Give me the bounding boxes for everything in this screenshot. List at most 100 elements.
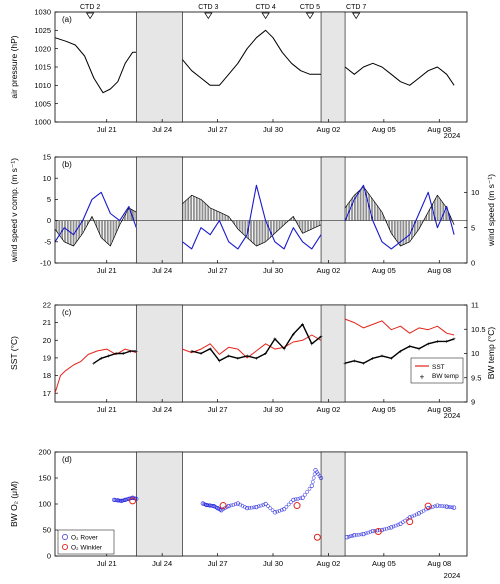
x-tick-label: Aug 05 (372, 559, 396, 568)
o2-rover-point (277, 508, 282, 513)
o2-rover-point (354, 533, 359, 537)
bw-temp-marker: + (129, 349, 133, 355)
y-tick-label: 100 (38, 500, 51, 509)
x-tick-label: Aug 08 (427, 266, 451, 275)
panel-air-pressure: CTD 2 CTD 3 CTD 4 CTD 5 CTD 7 10001005101010… (9, 4, 468, 140)
x-tick-label: Jul 30 (263, 405, 283, 414)
bw-temp-marker: + (399, 349, 403, 355)
bw-temp-marker: + (264, 352, 268, 358)
temperature-series: ++ + + + + + + ++++ + + +++++++++ + ++ + +++ ++ + + + (54, 318, 456, 394)
panel-label: (b) (62, 160, 72, 169)
ctd-marker-triangle (352, 12, 361, 20)
ctd-label: CTD 7 (346, 4, 366, 11)
o2-rover-point (268, 506, 273, 511)
o2-rover-point (216, 506, 221, 511)
o2-rover-point (275, 509, 280, 514)
o2-rover-point (266, 504, 270, 508)
o2-rover-point (437, 503, 442, 508)
o2-rover-point (446, 505, 451, 509)
bw-temp-marker: + (92, 361, 96, 367)
bw-temp-marker: + (417, 347, 421, 353)
x-tick-label: Aug 05 (372, 405, 396, 414)
gap-box (135, 451, 183, 557)
y-tick-label: 1000 (34, 118, 51, 127)
right-y-axis-label: wind speed (m s⁻¹) (486, 174, 496, 247)
wind-speed-line (182, 184, 322, 250)
x-tick-label: Jul 24 (152, 125, 172, 134)
o2-rover-point (261, 502, 266, 507)
x-ticks: Jul 21 Jul 24 Jul 27 Jul 30 Aug 02 Aug 05 Aug … (97, 553, 451, 568)
o2-rover-point (118, 498, 123, 503)
bw-temp-marker: + (107, 354, 111, 360)
x-tick-label: Aug 05 (372, 125, 396, 134)
x-tick-label: Jul 30 (263, 559, 283, 568)
o2-rover-point (357, 532, 361, 537)
o2-rover-point (281, 507, 287, 512)
o2-rover-point (310, 480, 315, 484)
x-tick-label: Jul 21 (97, 405, 117, 414)
o2-winkler-point (406, 518, 414, 526)
x-tick-label: Aug 02 (317, 125, 341, 134)
x-tick-label: Jul 27 (208, 405, 228, 414)
bw-temp-marker: + (190, 349, 194, 355)
o2-rover-point (286, 502, 291, 507)
o2-rover-point (247, 506, 252, 510)
o2-winkler-point (219, 502, 227, 510)
o2-rover-point (410, 514, 414, 519)
data-gaps (135, 11, 346, 123)
o2-rover-point (391, 524, 396, 529)
o2-rover-point (384, 526, 389, 531)
bw-temp-marker: + (199, 352, 203, 358)
x-tick-label: Jul 30 (263, 125, 283, 134)
x-tick-label: Aug 08 (427, 559, 451, 568)
legend-rover-swatch (62, 534, 68, 540)
panel-label: (c) (62, 308, 72, 317)
bw-temp-line (93, 350, 137, 364)
o2-rover-point (435, 503, 440, 508)
x-tick-label: Jul 24 (152, 266, 172, 275)
y-axis-label: wind speed v comp. (m s⁻¹) (9, 158, 19, 263)
panel-oxygen: 0 50 100 150 200 Jul 21 Jul 24 Jul 27 Jul 30 Aug… (9, 448, 468, 580)
gap-box (135, 11, 183, 123)
ctd-marker-triangle (204, 12, 213, 20)
o2-rover-point (279, 508, 284, 512)
gap-box (135, 156, 183, 264)
right-y-tick-label: 10 (471, 349, 479, 358)
x-tick-label: Aug 02 (317, 405, 341, 414)
o2-rover-point (115, 498, 119, 503)
right-y-tick-label: 9.5 (471, 373, 481, 382)
o2-winkler-point (374, 528, 382, 536)
bw-temp-marker: + (408, 344, 412, 350)
o2-rover-point (433, 504, 437, 509)
data-gaps (135, 304, 346, 403)
y-tick-label: 21 (43, 318, 51, 327)
o2-winkler-point (129, 497, 137, 505)
y-tick-label: -10 (40, 259, 51, 268)
bw-temp-marker: + (380, 354, 384, 360)
year-label: 2024 (444, 131, 461, 140)
o2-rover-point (259, 503, 263, 508)
panel-temperature: ++ + + + + + + ++++ + + +++++++++ + ++ + +++ ++ + + + 1718… (9, 301, 496, 420)
gap-box (320, 156, 346, 264)
bw-temp-line (344, 338, 455, 364)
pressure-series (54, 29, 455, 94)
panel-label: (d) (62, 455, 72, 464)
x-tick-label: Aug 02 (317, 559, 341, 568)
o2-rover-point (212, 504, 217, 509)
bw-temp-marker: + (114, 352, 118, 358)
legend-winkler-swatch (61, 543, 69, 551)
y-ticks: -10 -5 0 5 10 15 (40, 153, 58, 268)
o2-winkler-point (293, 502, 301, 510)
sst-line (344, 318, 455, 336)
ctd-label: CTD 3 (198, 4, 218, 11)
legend-sst-label: SST (432, 364, 445, 371)
bw-temp-marker: + (353, 359, 357, 365)
y-tick-label: 1005 (34, 99, 51, 108)
x-tick-label: Jul 21 (97, 125, 117, 134)
y-tick-label: -5 (44, 237, 51, 246)
o2-rover-point (387, 526, 391, 530)
o2-rover-point (245, 506, 250, 511)
o2-rover-point (254, 505, 259, 510)
wind-series (54, 184, 455, 250)
o2-rover-point (379, 527, 385, 533)
